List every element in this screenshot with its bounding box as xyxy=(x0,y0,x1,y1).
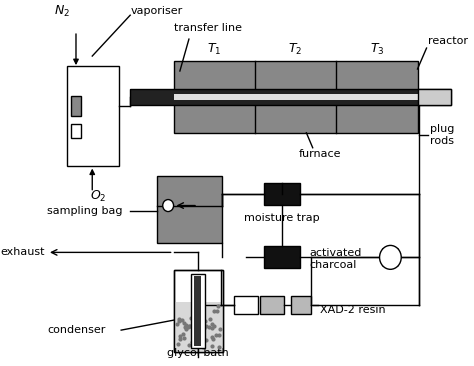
Text: $T_1$: $T_1$ xyxy=(207,42,221,57)
Text: exhaust: exhaust xyxy=(1,247,46,257)
Bar xyxy=(194,276,201,346)
Bar xyxy=(291,296,311,314)
Bar xyxy=(260,296,284,314)
Text: moisture trap: moisture trap xyxy=(244,213,320,223)
Bar xyxy=(71,96,82,116)
Text: rods: rods xyxy=(430,136,454,146)
Bar xyxy=(157,176,222,243)
Bar xyxy=(67,66,119,166)
Text: activated: activated xyxy=(309,249,362,258)
Text: transfer line: transfer line xyxy=(173,23,242,33)
Bar xyxy=(264,183,300,205)
Bar xyxy=(234,296,257,314)
Text: sampling bag: sampling bag xyxy=(47,206,123,216)
Circle shape xyxy=(380,246,401,269)
Text: vaporiser: vaporiser xyxy=(130,6,182,16)
Text: XAD-2 resin: XAD-2 resin xyxy=(320,305,385,315)
Text: furnace: furnace xyxy=(299,149,341,159)
Bar xyxy=(191,274,205,348)
Text: condenser: condenser xyxy=(47,325,105,335)
Text: plug: plug xyxy=(430,124,455,134)
Bar xyxy=(173,302,223,352)
Bar xyxy=(173,94,418,100)
Bar xyxy=(173,61,418,133)
Bar xyxy=(71,124,82,138)
Text: $T_3$: $T_3$ xyxy=(370,42,384,57)
Circle shape xyxy=(163,199,173,212)
Bar xyxy=(173,270,223,352)
Bar xyxy=(418,89,451,105)
Bar xyxy=(173,270,223,352)
Bar xyxy=(264,246,300,268)
Bar xyxy=(130,89,451,105)
Text: glycol bath: glycol bath xyxy=(167,348,229,358)
Text: $T_2$: $T_2$ xyxy=(288,42,303,57)
Text: reactor: reactor xyxy=(428,36,468,46)
Text: $O_2$: $O_2$ xyxy=(91,188,107,204)
Bar xyxy=(130,89,451,105)
Text: charcoal: charcoal xyxy=(309,260,356,270)
Text: $N_2$: $N_2$ xyxy=(55,4,71,19)
